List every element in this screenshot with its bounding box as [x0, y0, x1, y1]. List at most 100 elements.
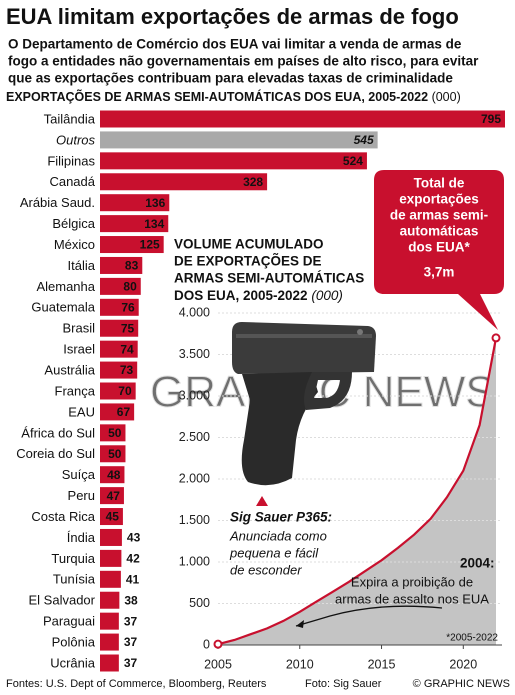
- y-tick-label: 1.000: [179, 554, 210, 568]
- callout-line: dos EUA*: [408, 240, 470, 255]
- category-label: Outros: [56, 132, 96, 147]
- value-label: 67: [117, 405, 131, 419]
- category-label: Polônia: [52, 635, 96, 650]
- value-label: 38: [124, 593, 138, 607]
- bar: [100, 298, 139, 316]
- bar: [100, 236, 164, 254]
- category-label: Paraguai: [43, 614, 95, 629]
- category-label: Guatemala: [31, 300, 95, 315]
- category-label: África do Sul: [21, 425, 95, 440]
- value-label: 74: [120, 342, 134, 356]
- y-tick-label: 4.000: [179, 305, 210, 319]
- subtitle-line: fogo a entidades não governamentais em p…: [8, 54, 479, 69]
- credit: © GRAPHIC NEWS: [413, 678, 510, 690]
- bar: [100, 173, 268, 191]
- value-label: 73: [120, 363, 134, 377]
- value-label: 37: [124, 614, 138, 628]
- value-label: 545: [354, 133, 374, 147]
- bar: [100, 403, 135, 421]
- y-tick-label: 3.500: [179, 347, 210, 361]
- value-label: 524: [343, 154, 363, 168]
- photo-pointer: [256, 496, 268, 506]
- bar: [100, 570, 121, 588]
- value-label: 328: [243, 175, 263, 189]
- photo-credit: Foto: Sig Sauer: [305, 678, 382, 690]
- category-label: Suíça: [62, 467, 96, 482]
- bar: [100, 152, 367, 170]
- category-label: Israel: [63, 342, 95, 357]
- value-label: 136: [145, 196, 165, 210]
- photo-caption: Anunciada como: [229, 528, 327, 543]
- category-label: Turquia: [51, 551, 95, 566]
- category-label: México: [54, 237, 95, 252]
- value-label: 50: [108, 426, 122, 440]
- callout-line: de armas semi-: [390, 208, 488, 223]
- source: Fontes: U.S. Dept of Commerce, Bloomberg…: [6, 678, 267, 690]
- category-label: Arábia Saud.: [20, 195, 95, 210]
- bar: [100, 194, 170, 212]
- bar: [100, 591, 120, 609]
- value-label: 43: [127, 531, 141, 545]
- bar: [100, 466, 125, 484]
- value-label: 795: [481, 112, 501, 126]
- bar: [100, 633, 119, 651]
- bar: [100, 340, 138, 358]
- inset-title: DOS EUA, 2005-2022 (000): [174, 288, 343, 303]
- value-label: 48: [107, 468, 121, 482]
- category-label: Filipinas: [47, 153, 95, 168]
- category-label: Índia: [67, 530, 96, 545]
- value-label: 45: [106, 510, 120, 524]
- bar: [100, 131, 378, 149]
- bar-heading-text: EXPORTAÇÕES DE ARMAS SEMI-AUTOMÁTICAS DO…: [6, 89, 428, 104]
- bar: [100, 256, 143, 274]
- category-label: Bélgica: [52, 216, 95, 231]
- y-tick-label: 3.000: [179, 388, 210, 402]
- subtitle-line: O Departamento de Comércio dos EUA vai l…: [8, 37, 462, 52]
- pistol-photo: [232, 322, 376, 486]
- bar-heading-unit: (000): [432, 90, 461, 104]
- bar: [100, 215, 169, 233]
- category-label: Coreia do Sul: [16, 446, 95, 461]
- bar: [100, 549, 122, 567]
- bar: [100, 361, 138, 379]
- x-tick-label: 2010: [286, 657, 314, 671]
- bar: [100, 382, 136, 400]
- area-chart: 0 500 1.000 1.500 2.000 2.500 3.000 3.500 4.000 2…: [179, 305, 502, 671]
- annotation-year: 2004:: [460, 556, 495, 571]
- bar: [100, 487, 124, 505]
- callout-line: Total de: [414, 176, 465, 191]
- bar: [100, 528, 122, 546]
- value-label: 50: [108, 447, 122, 461]
- value-label: 134: [144, 217, 164, 231]
- value-label: 76: [121, 300, 135, 314]
- category-label: Peru: [68, 488, 95, 503]
- bar: [100, 654, 119, 672]
- callout-total: 3,7m: [424, 265, 455, 280]
- category-label: Ucrânia: [50, 655, 96, 670]
- bar: [100, 319, 139, 337]
- bar: [100, 277, 141, 295]
- value-label: 70: [118, 384, 132, 398]
- annotation-text: armas de assalto nos EUA: [335, 591, 489, 606]
- inset-title: ARMAS SEMI-AUTOMÁTICAS: [174, 271, 364, 286]
- callout: [374, 170, 504, 330]
- category-label: Austrália: [44, 363, 95, 378]
- category-label: Brasil: [62, 321, 95, 336]
- y-tick-label: 2.500: [179, 430, 210, 444]
- category-label: El Salvador: [29, 593, 96, 608]
- bar-chart: Tailândia 795 Outros 545 Filipinas 524 Canadá 3…: [16, 110, 505, 672]
- title: EUA limitam exportações de armas de fogo: [6, 4, 459, 29]
- bar: [100, 424, 126, 442]
- category-label: EAU: [68, 404, 95, 419]
- value-label: 75: [121, 321, 135, 335]
- annotation-arrow: [295, 605, 443, 627]
- footnote: *2005-2022: [446, 633, 498, 644]
- value-label: 125: [140, 238, 160, 252]
- x-tick-label: 2005: [204, 657, 232, 671]
- category-label: Canadá: [49, 174, 95, 189]
- category-label: Tailândia: [44, 111, 96, 126]
- bar: [100, 508, 123, 526]
- bar: [100, 612, 119, 630]
- area-fill: [218, 337, 496, 645]
- inset-unit: (000): [311, 288, 343, 303]
